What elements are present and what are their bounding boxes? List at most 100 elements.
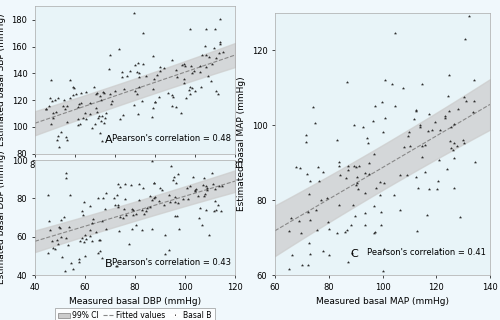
Point [170, 175, 177, 180]
Point [156, 68, 164, 74]
Point [155, 94, 163, 100]
Point [302, 132, 310, 137]
Point [126, 241, 134, 246]
Point [288, 216, 296, 221]
Point [216, 16, 224, 21]
Point [134, 60, 141, 66]
Point [324, 252, 332, 258]
Point [422, 142, 430, 148]
Point [150, 181, 158, 186]
Point [98, 114, 106, 119]
Point [75, 260, 83, 265]
Point [106, 53, 114, 58]
Point [340, 229, 348, 235]
Point [465, 13, 473, 19]
Point [62, 119, 70, 124]
Point [56, 225, 64, 230]
X-axis label: Measured basal SBP (mmHg): Measured basal SBP (mmHg) [70, 176, 200, 185]
Point [380, 181, 388, 186]
Point [370, 103, 378, 108]
Point [470, 78, 478, 83]
Y-axis label: Estimated basal MAP (mmHg): Estimated basal MAP (mmHg) [237, 77, 246, 211]
Point [350, 163, 358, 168]
Point [317, 197, 325, 203]
Point [92, 106, 100, 111]
Point [154, 154, 162, 159]
Point [207, 78, 215, 84]
Point [64, 243, 72, 248]
Point [306, 217, 314, 222]
Point [46, 96, 54, 101]
Point [404, 172, 411, 177]
Point [44, 104, 52, 109]
Point [90, 216, 98, 221]
Point [418, 155, 426, 160]
Point [202, 64, 209, 69]
Point [350, 122, 358, 127]
Point [214, 202, 222, 207]
Point [156, 186, 164, 191]
Point [122, 196, 130, 201]
Point [171, 199, 179, 204]
Point [96, 248, 104, 253]
Point [364, 140, 372, 146]
Point [352, 164, 360, 170]
Point [114, 204, 122, 210]
Point [110, 196, 118, 201]
Y-axis label: Estimated basal SBP (mmHg): Estimated basal SBP (mmHg) [0, 14, 6, 146]
Point [69, 266, 77, 271]
Point [168, 58, 175, 63]
Point [50, 179, 58, 184]
Point [363, 135, 371, 140]
Point [146, 194, 154, 199]
Point [216, 40, 224, 45]
Point [424, 186, 432, 191]
Point [414, 185, 422, 190]
Point [165, 193, 173, 198]
Point [416, 124, 424, 130]
Point [208, 182, 216, 187]
Point [111, 203, 119, 208]
X-axis label: Measured basal MAP (mmHg): Measured basal MAP (mmHg) [316, 297, 449, 306]
Point [136, 181, 143, 187]
Point [460, 94, 468, 99]
Point [142, 208, 150, 213]
Point [92, 230, 100, 235]
Point [210, 187, 218, 192]
Point [78, 236, 86, 241]
Point [370, 204, 378, 209]
Point [82, 116, 90, 122]
Point [78, 209, 86, 214]
Point [333, 231, 341, 236]
Point [424, 112, 432, 117]
Point [382, 77, 390, 82]
Point [186, 183, 194, 188]
Point [314, 165, 322, 170]
Point [128, 226, 136, 231]
Point [166, 200, 174, 205]
Point [412, 228, 420, 233]
Point [74, 104, 82, 109]
Point [314, 228, 322, 233]
Point [354, 187, 362, 192]
Point [196, 69, 204, 74]
Point [172, 156, 180, 161]
Point [93, 109, 101, 114]
Point [190, 68, 198, 74]
Point [160, 251, 168, 256]
Point [194, 194, 202, 199]
Point [54, 242, 62, 247]
Legend: 99% CI, Fitted values, Basal B: 99% CI, Fitted values, Basal B [56, 308, 214, 320]
Text: Pearson's correlation = 0.48: Pearson's correlation = 0.48 [112, 134, 231, 143]
Point [370, 151, 378, 156]
Point [392, 31, 400, 36]
Point [96, 130, 104, 135]
Point [335, 164, 343, 169]
Point [102, 227, 110, 232]
Point [421, 170, 429, 175]
Point [410, 117, 418, 122]
Point [95, 113, 103, 118]
Point [352, 183, 360, 188]
Point [360, 190, 368, 196]
Point [120, 206, 128, 212]
